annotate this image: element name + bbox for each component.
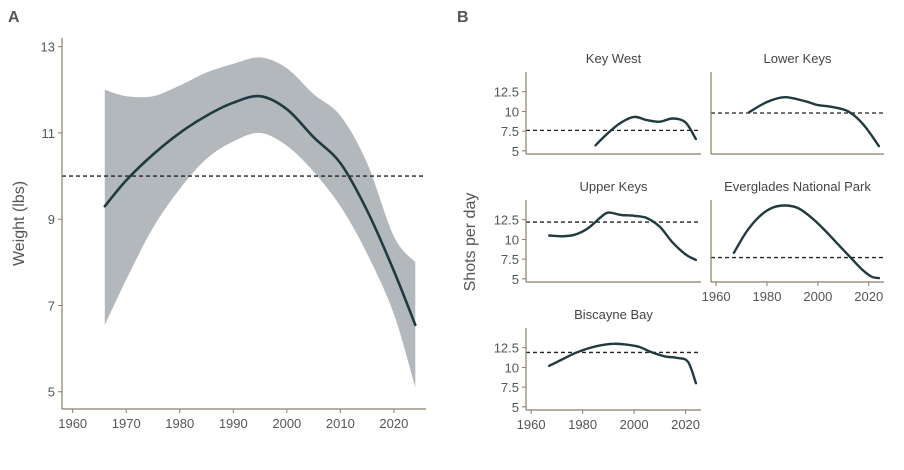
y-axis-title: Shots per day bbox=[462, 193, 479, 292]
x-tick-label: 1960 bbox=[702, 289, 731, 304]
y-tick-label: 5 bbox=[48, 385, 55, 400]
x-tick-label: 1980 bbox=[568, 417, 597, 432]
facet-title: Biscayne Bay bbox=[574, 307, 653, 322]
facet-title: Everglades National Park bbox=[724, 179, 871, 194]
y-tick-label: 12.5 bbox=[494, 213, 519, 228]
x-tick-label: 1980 bbox=[165, 416, 194, 431]
facet-everglades-national-park: Everglades National Park 1960 1980 2000 2020 bbox=[702, 179, 884, 304]
facet-upper-keys: Upper Keys 5 7.5 10 12.5 bbox=[494, 179, 701, 287]
facet-biscayne-bay: Biscayne Bay 5 7.5 10 12.5 1960 1980 2000 2020 bbox=[494, 307, 701, 432]
x-tick-label: 1960 bbox=[58, 416, 87, 431]
trend-line bbox=[548, 211, 698, 262]
facet-title: Key West bbox=[586, 51, 642, 66]
y-axis-title: Weight (lbs) bbox=[11, 181, 28, 266]
y-tick-label: 9 bbox=[48, 212, 55, 227]
y-tick-label: 12.5 bbox=[494, 341, 519, 356]
x-tick-label: 2020 bbox=[671, 417, 700, 432]
x-tick-label: 2000 bbox=[620, 417, 649, 432]
y-tick-label: 11 bbox=[42, 126, 56, 141]
x-tick-label: 2010 bbox=[326, 416, 355, 431]
x-tick-label: 2020 bbox=[854, 289, 883, 304]
y-tick-label: 7.5 bbox=[501, 380, 519, 395]
facet-title: Upper Keys bbox=[580, 179, 648, 194]
panel-label-a: A bbox=[8, 9, 20, 26]
y-tick-label: 5 bbox=[512, 144, 519, 159]
x-tick-label: 1960 bbox=[517, 417, 546, 432]
y-tick-label: 13 bbox=[41, 40, 55, 55]
x-tick-label: 2000 bbox=[272, 416, 301, 431]
y-tick-label: 12.5 bbox=[494, 85, 519, 100]
facet-lower-keys: Lower Keys bbox=[710, 51, 884, 155]
trend-line bbox=[594, 115, 698, 147]
trend-line bbox=[732, 204, 881, 280]
x-tick-label: 1990 bbox=[219, 416, 248, 431]
y-tick-label: 10 bbox=[505, 360, 519, 375]
x-tick-label: 2000 bbox=[803, 289, 832, 304]
y-tick-label: 10 bbox=[505, 232, 519, 247]
x-tick-label: 1970 bbox=[112, 416, 141, 431]
panel-a-chart: 5 7 9 11 13 1960 1970 1980 1990 2000 2010 2020 Weigh… bbox=[11, 38, 426, 431]
confidence-ribbon bbox=[104, 57, 416, 388]
y-tick-label: 5 bbox=[512, 272, 519, 287]
trend-line bbox=[548, 342, 698, 385]
y-tick-label: 5 bbox=[512, 400, 519, 415]
y-tick-label: 7 bbox=[48, 298, 55, 313]
trend-line bbox=[748, 95, 881, 148]
trend-line bbox=[103, 94, 417, 327]
y-tick-label: 10 bbox=[505, 104, 519, 119]
facet-title: Lower Keys bbox=[764, 51, 832, 66]
y-tick-label: 7.5 bbox=[501, 252, 519, 267]
x-tick-label: 1980 bbox=[753, 289, 782, 304]
x-tick-label: 2020 bbox=[379, 416, 408, 431]
facet-key-west: Key West 5 7.5 10 12.5 bbox=[494, 51, 701, 159]
panel-label-b: B bbox=[457, 9, 469, 26]
panel-b-facets: Key West 5 7.5 10 12.5 Lower Keys Upper Keys 5 7… bbox=[462, 51, 884, 432]
y-tick-label: 7.5 bbox=[501, 124, 519, 139]
